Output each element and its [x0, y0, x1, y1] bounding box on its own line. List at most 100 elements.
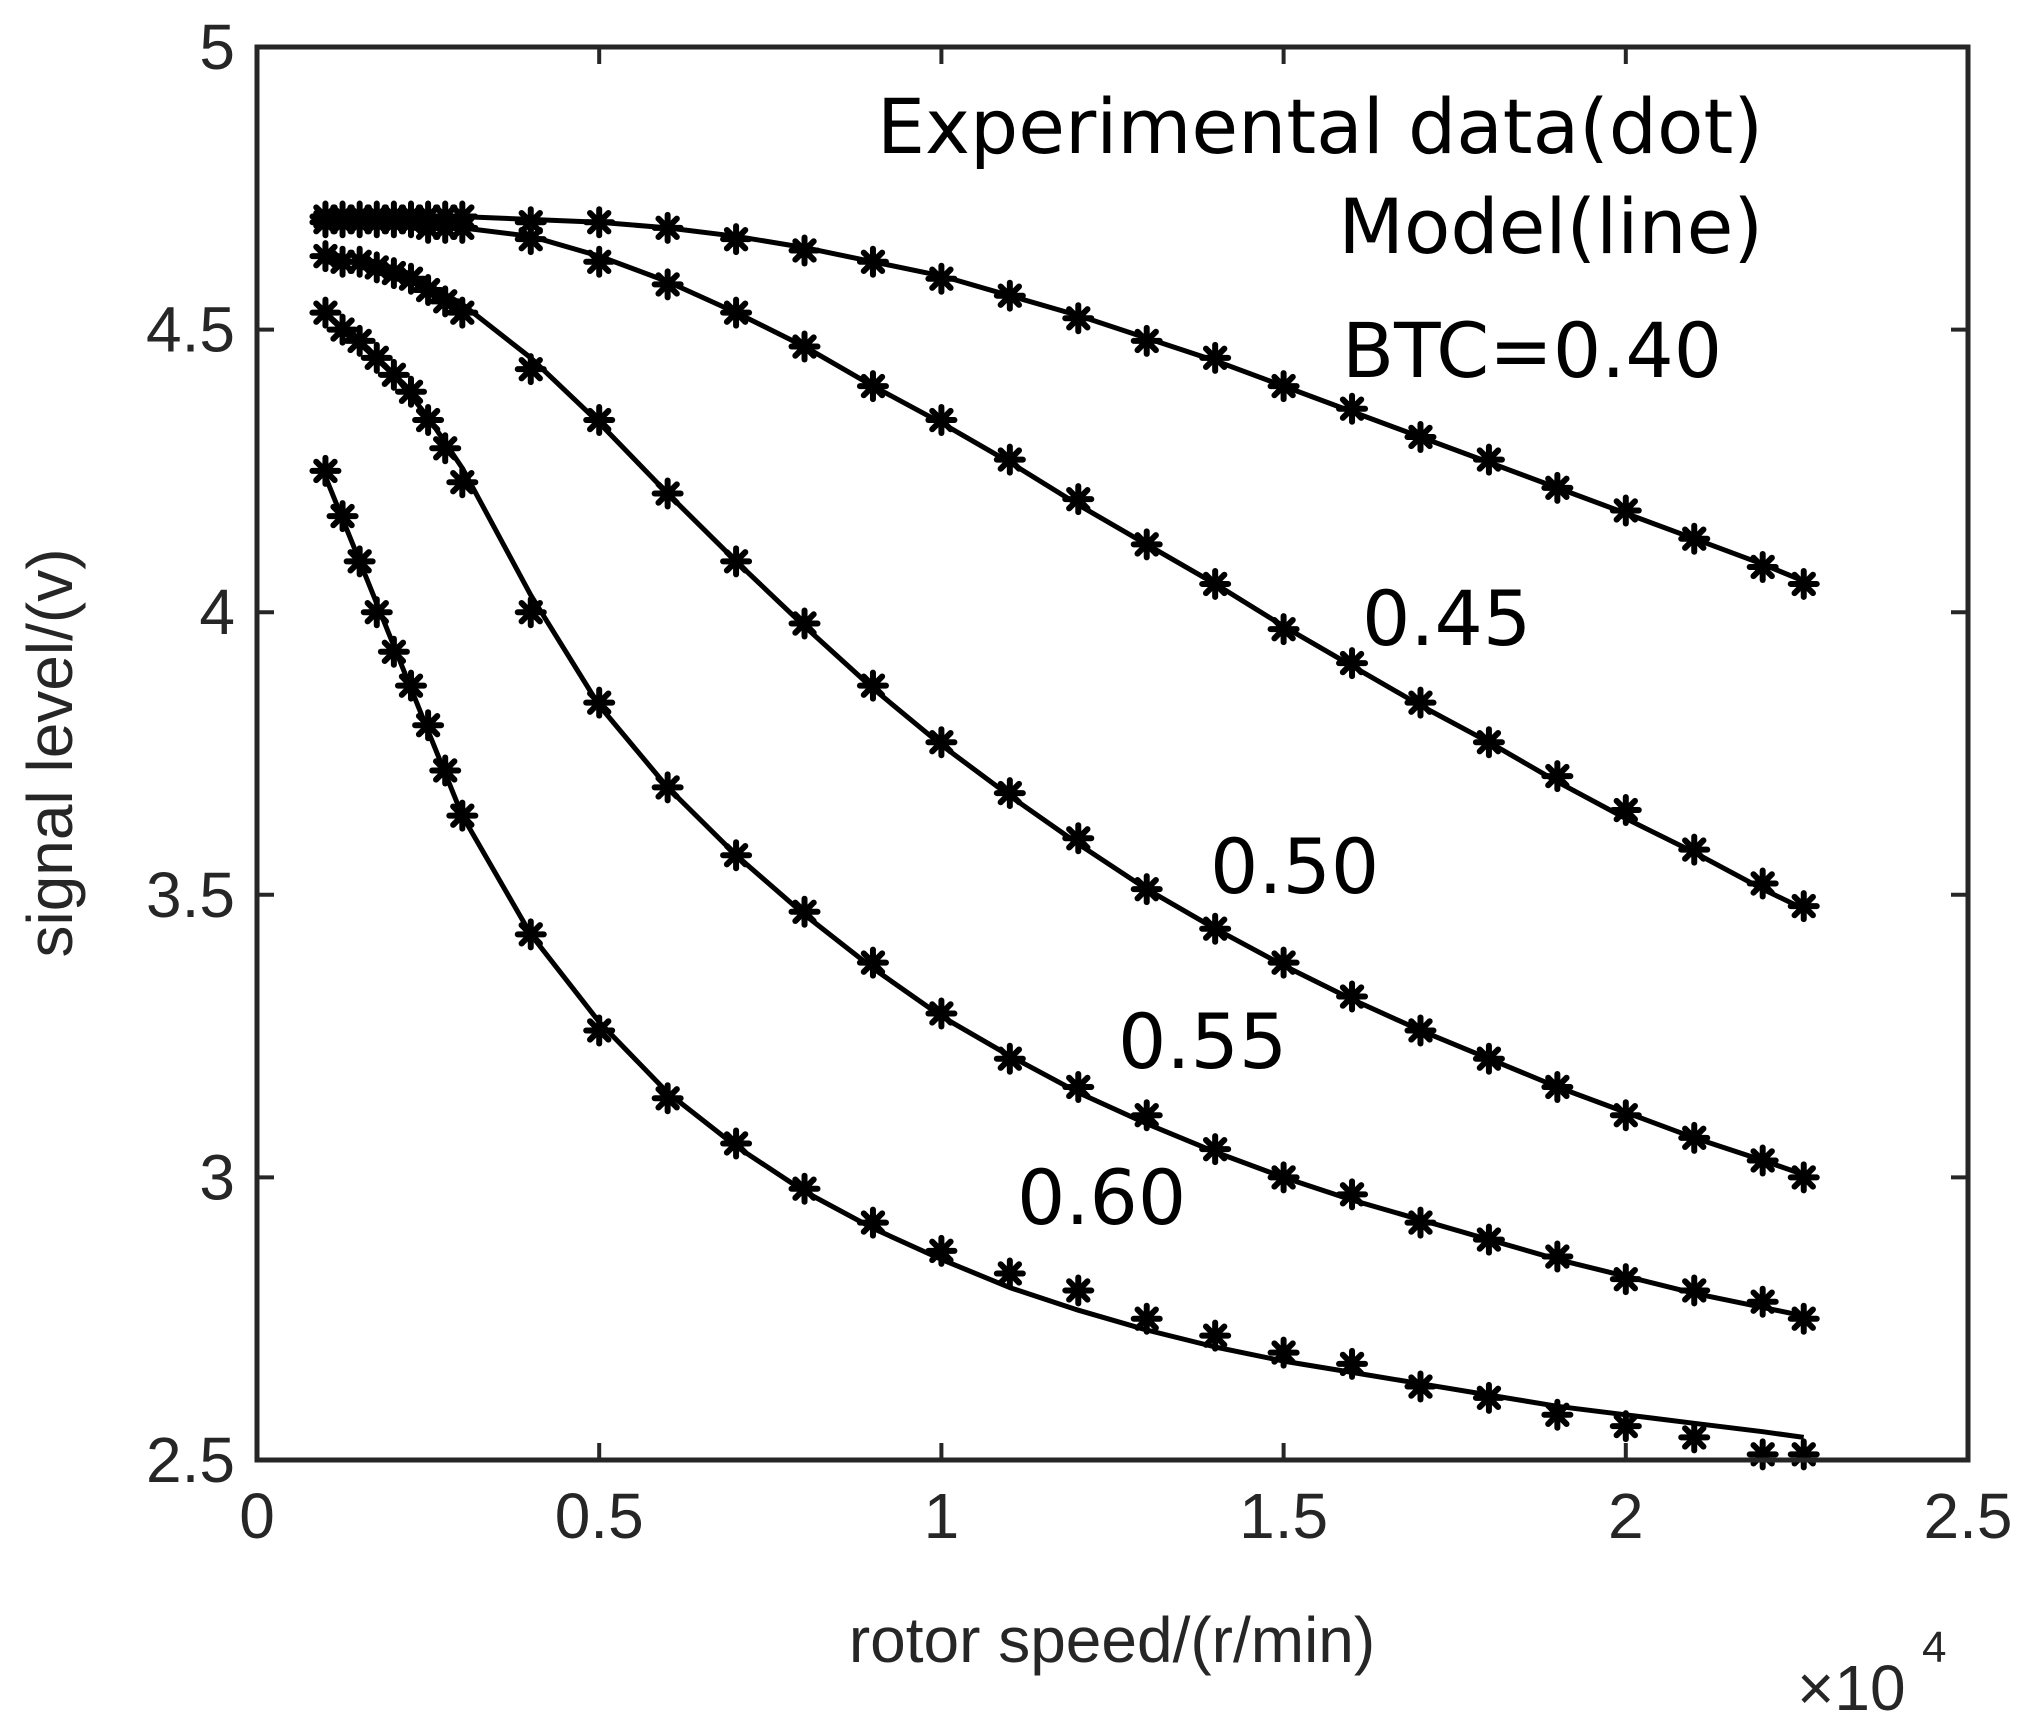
data-point: [412, 404, 445, 437]
data-point: [514, 596, 547, 629]
data-point: [1267, 1336, 1300, 1369]
data-point: [1787, 1161, 1820, 1194]
data-point: [1062, 1274, 1095, 1307]
data-point: [1472, 1381, 1505, 1414]
x-tick-label: 2.5: [1924, 1480, 2013, 1552]
data-point: [514, 918, 547, 951]
data-point: [1267, 370, 1300, 403]
data-point: [856, 669, 889, 702]
data-point: [651, 477, 684, 510]
series-btc-0-50: [309, 240, 1820, 1194]
data-point: [1472, 1042, 1505, 1075]
data-point: [720, 839, 753, 872]
data-point: [326, 500, 359, 533]
data-point: [925, 262, 958, 295]
data-point: [1609, 1410, 1642, 1443]
data-point: [1062, 1070, 1095, 1103]
data-point: [394, 669, 427, 702]
data-point: [394, 375, 427, 408]
data-point: [993, 777, 1026, 810]
data-point: [1541, 1070, 1574, 1103]
data-point: [651, 211, 684, 244]
data-point: [1746, 1438, 1779, 1471]
legend-text-experimental: Experimental data(dot): [877, 82, 1763, 171]
data-point: [377, 635, 410, 668]
data-point: [788, 1172, 821, 1205]
data-point: [720, 1127, 753, 1160]
series-layer: [309, 200, 1820, 1471]
data-point: [1787, 1302, 1820, 1335]
data-point: [583, 404, 616, 437]
data-point: [583, 686, 616, 719]
data-point: [429, 211, 462, 244]
y-tick-label: 5: [199, 11, 235, 83]
data-point: [1267, 1161, 1300, 1194]
x-tick-label: 0.5: [555, 1480, 644, 1552]
x-axis-title: rotor speed/(r/min): [849, 1604, 1375, 1676]
series-label: 0.45: [1362, 574, 1531, 663]
data-point: [651, 771, 684, 804]
data-point: [1199, 1133, 1232, 1166]
data-point: [993, 443, 1026, 476]
data-point: [1678, 1121, 1711, 1154]
series-label: 0.55: [1118, 997, 1287, 1086]
data-point: [1472, 726, 1505, 759]
data-point: [1404, 420, 1437, 453]
y-tick-label: 2.5: [146, 1424, 235, 1496]
y-tick-label: 3.5: [146, 859, 235, 931]
data-point: [1472, 443, 1505, 476]
data-point: [1609, 794, 1642, 827]
data-point: [1609, 494, 1642, 527]
data-point: [1199, 341, 1232, 374]
data-point: [1746, 1285, 1779, 1318]
data-point: [1404, 686, 1437, 719]
series-label: BTC=0.40: [1342, 306, 1722, 395]
data-point: [993, 279, 1026, 312]
data-point: [1472, 1223, 1505, 1256]
data-point: [856, 370, 889, 403]
data-point: [583, 1014, 616, 1047]
plot-area-border: [254, 44, 1971, 1463]
data-point: [1130, 528, 1163, 561]
data-point: [583, 245, 616, 278]
data-point: [412, 274, 445, 307]
x-multiplier-exponent: 4: [1922, 1623, 1946, 1672]
data-point: [1267, 946, 1300, 979]
data-point: [925, 997, 958, 1030]
data-point: [856, 1206, 889, 1239]
data-point: [446, 466, 479, 499]
data-point: [1541, 1240, 1574, 1273]
x-tick-label: 1: [924, 1480, 960, 1552]
data-point: [1199, 1319, 1232, 1352]
data-point: [1678, 1274, 1711, 1307]
data-point: [1746, 550, 1779, 583]
data-point: [925, 726, 958, 759]
data-point: [720, 296, 753, 329]
labels-layer: 0 0.5 1 1.5 2 2.5 2.5 3 3.5 4 4.5 5 BTC=0.40 0.45 0.50…: [146, 11, 2012, 1552]
data-point: [429, 432, 462, 465]
data-point: [1062, 302, 1095, 335]
data-point: [446, 799, 479, 832]
data-point: [788, 607, 821, 640]
y-axis-title: signal level/(v): [14, 548, 86, 957]
data-point: [1336, 1347, 1369, 1380]
series-label: 0.60: [1017, 1153, 1186, 1242]
data-point: [1541, 471, 1574, 504]
data-point: [651, 268, 684, 301]
data-point: [360, 596, 393, 629]
data-point: [514, 353, 547, 386]
data-point: [1267, 613, 1300, 646]
data-point: [788, 234, 821, 267]
data-point: [856, 946, 889, 979]
data-point: [1787, 567, 1820, 600]
data-point: [1404, 1370, 1437, 1403]
data-point: [1746, 867, 1779, 900]
model-line: [324, 253, 1805, 1177]
data-point: [309, 206, 342, 239]
y-tick-label: 3: [199, 1141, 235, 1213]
y-tick-label: 4: [199, 576, 235, 648]
data-point: [1336, 980, 1369, 1013]
data-point: [651, 1082, 684, 1115]
data-point: [720, 545, 753, 578]
data-point: [993, 1042, 1026, 1075]
